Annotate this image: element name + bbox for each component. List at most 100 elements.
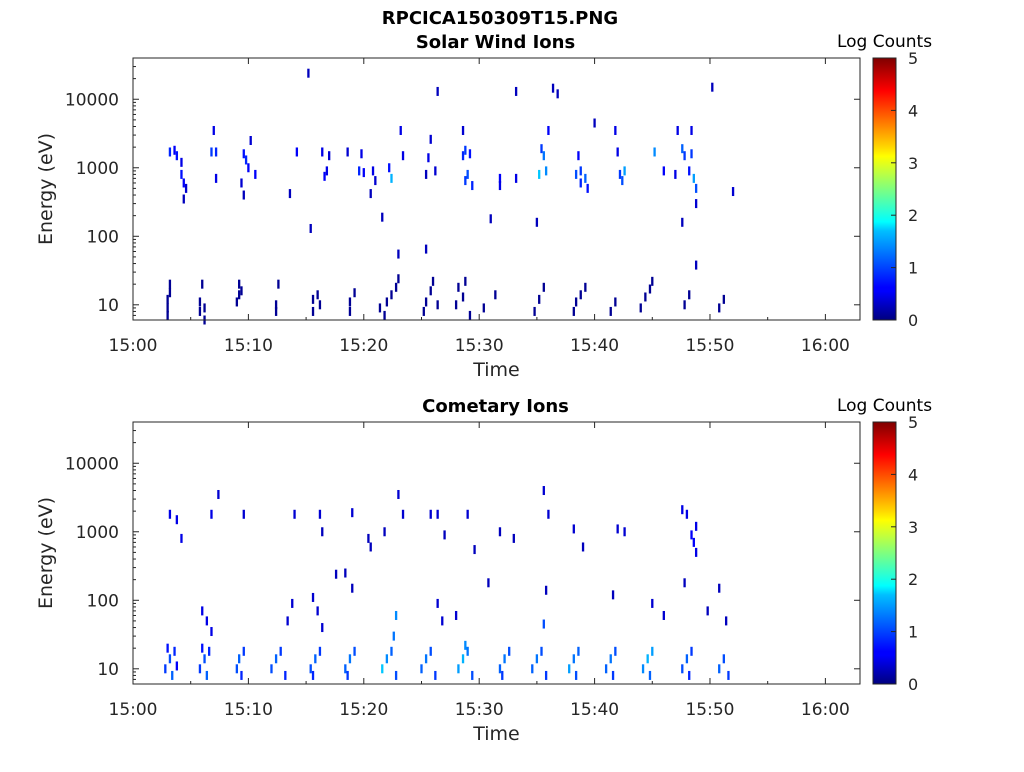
- x-tick-label: 15:40: [570, 336, 619, 356]
- y-tick-label: 1000: [76, 523, 119, 543]
- data-cell: [466, 509, 469, 519]
- data-cell: [242, 149, 245, 159]
- data-cell: [662, 166, 665, 176]
- data-cell: [311, 592, 315, 602]
- data-cell: [540, 144, 543, 154]
- data-cell: [254, 169, 257, 179]
- axes-box: [132, 57, 861, 321]
- data-cell: [609, 654, 612, 664]
- data-cell: [323, 171, 326, 181]
- data-cell: [314, 654, 317, 664]
- data-cell: [166, 643, 169, 653]
- data-cell: [542, 151, 545, 161]
- y-axis-title: Energy (eV): [35, 133, 57, 245]
- data-cell: [166, 303, 169, 313]
- data-cell: [457, 664, 460, 674]
- y-tick-label: 10: [97, 660, 119, 680]
- data-cell: [464, 145, 467, 155]
- data-cell: [175, 661, 179, 671]
- data-cell: [533, 306, 536, 316]
- colorbar-title: Log Counts: [837, 32, 932, 52]
- data-cell: [390, 646, 393, 656]
- data-cell: [424, 654, 428, 664]
- data-cell: [614, 125, 617, 135]
- data-cell: [274, 306, 278, 316]
- data-cell: [369, 189, 372, 199]
- data-cell: [683, 151, 686, 161]
- data-cell: [724, 616, 728, 626]
- data-cell: [457, 282, 460, 292]
- data-cell: [461, 151, 465, 161]
- data-cell: [321, 147, 324, 157]
- data-cell: [609, 306, 612, 316]
- data-cell: [212, 125, 215, 135]
- colorbar-tick-label: 2: [908, 570, 918, 589]
- data-cell: [641, 664, 645, 674]
- data-cell: [466, 169, 469, 179]
- data-cell: [240, 670, 243, 680]
- data-cell: [547, 509, 550, 519]
- data-cell: [242, 190, 245, 200]
- data-cell: [277, 279, 280, 289]
- data-cell: [358, 166, 361, 176]
- data-cell: [718, 664, 721, 674]
- data-cell: [544, 585, 548, 595]
- data-cell: [614, 297, 617, 307]
- data-cell: [311, 294, 315, 304]
- data-cell: [468, 310, 472, 320]
- data-cell: [401, 151, 405, 161]
- data-cell: [685, 509, 689, 519]
- data-cell: [394, 282, 398, 292]
- colorbar: [872, 57, 897, 321]
- data-cell: [431, 276, 435, 286]
- data-cell: [175, 151, 179, 161]
- data-cell: [284, 670, 287, 680]
- data-cell: [461, 654, 465, 664]
- data-cell: [198, 297, 202, 307]
- data-cell: [694, 199, 698, 209]
- data-cell: [646, 654, 649, 664]
- data-cell: [434, 670, 437, 680]
- data-cell: [436, 300, 439, 310]
- data-cell: [593, 118, 596, 128]
- y-tick-label: 1000: [76, 159, 119, 179]
- data-cell: [436, 509, 439, 519]
- data-cell: [538, 294, 541, 304]
- data-cell: [168, 654, 172, 664]
- data-cell: [353, 646, 356, 656]
- data-cell: [464, 176, 467, 186]
- data-cell: [242, 509, 245, 519]
- data-cell: [242, 646, 245, 656]
- data-cell: [182, 178, 185, 188]
- panel-title: Cometary Ions: [422, 396, 569, 417]
- data-cell: [436, 86, 439, 96]
- data-cell: [579, 166, 582, 176]
- data-cell: [688, 670, 691, 680]
- data-cell: [611, 670, 615, 680]
- colorbar-tick-label: 3: [908, 154, 918, 173]
- data-cell: [274, 654, 278, 664]
- x-tick-label: 16:00: [801, 336, 850, 356]
- data-cell: [429, 646, 432, 656]
- data-cell: [240, 286, 243, 296]
- data-cell: [198, 306, 202, 316]
- data-cell: [166, 294, 169, 304]
- data-cell: [648, 284, 652, 294]
- data-cell: [648, 670, 652, 680]
- data-cell: [454, 300, 458, 310]
- data-cell: [572, 524, 575, 534]
- data-cell: [427, 153, 430, 163]
- colorbar-tick-label: 2: [908, 206, 918, 225]
- colorbar-tick-label: 0: [908, 675, 918, 694]
- data-cell: [401, 509, 405, 519]
- data-cell: [201, 279, 204, 289]
- data-cell: [371, 166, 375, 176]
- data-cell: [346, 670, 349, 680]
- data-cell: [441, 616, 444, 626]
- data-cell: [369, 542, 372, 552]
- data-cell: [173, 646, 176, 656]
- data-cell: [542, 619, 545, 629]
- data-cell: [540, 646, 543, 656]
- data-cell: [360, 149, 363, 159]
